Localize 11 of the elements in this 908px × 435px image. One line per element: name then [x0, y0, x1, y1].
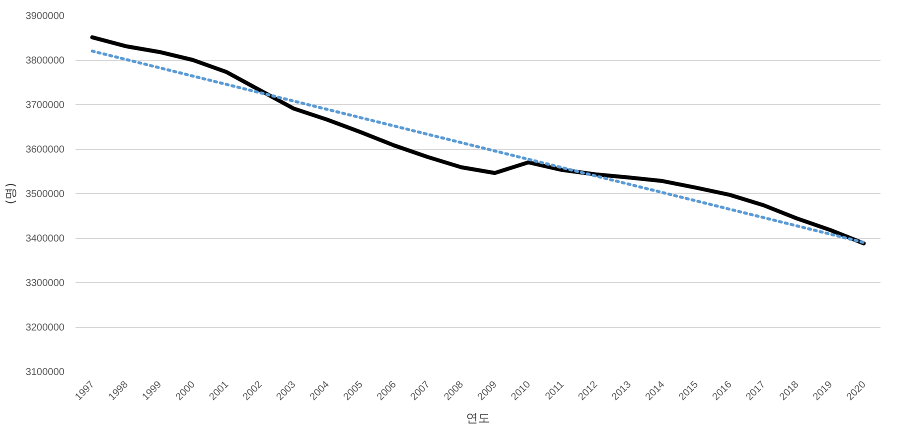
y-tick-label: 3300000 — [26, 278, 65, 289]
y-tick-label: 3200000 — [26, 322, 65, 334]
y-tick-label: 3800000 — [26, 56, 65, 66]
y-tick-label: 3400000 — [26, 234, 65, 244]
y-tick-label: 3900000 — [26, 11, 65, 22]
y-tick-label: 3600000 — [26, 144, 65, 156]
y-tick-label: 3700000 — [26, 100, 65, 111]
x-axis-title: 연도 — [466, 411, 490, 426]
y-tick-label: 3100000 — [26, 367, 65, 378]
y-tick-label: 3500000 — [26, 189, 65, 200]
y-axis-title: (명) — [4, 182, 18, 204]
